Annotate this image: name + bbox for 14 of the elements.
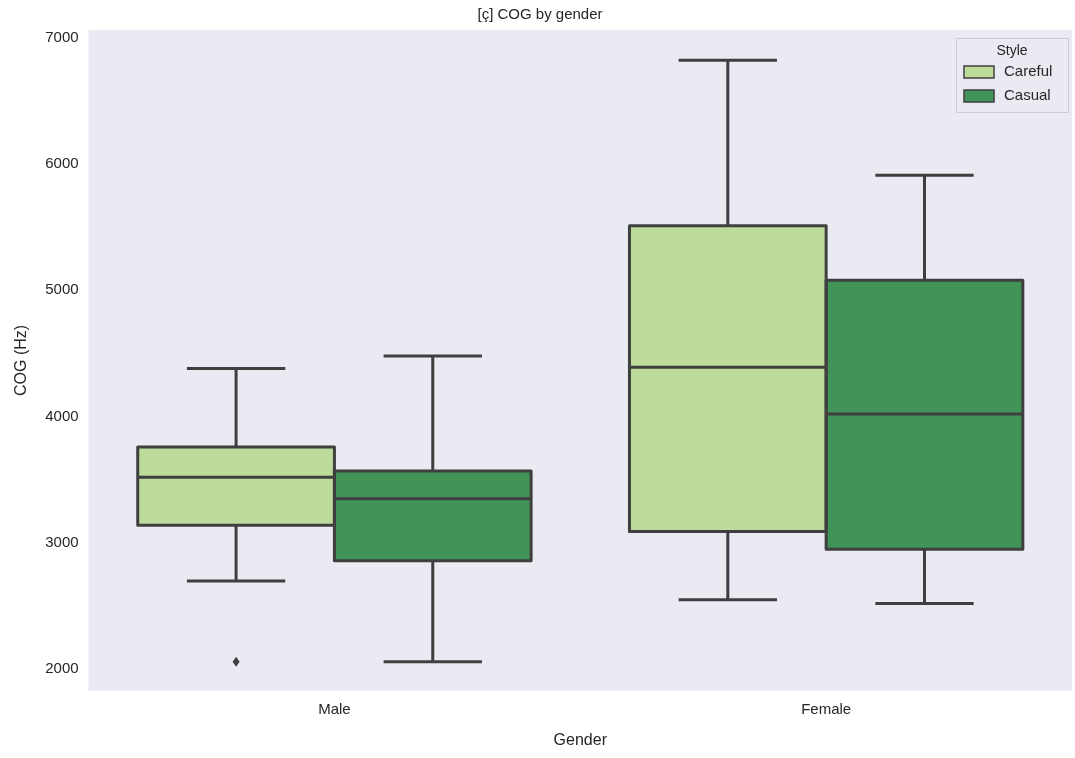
chart-title: [ç] COG by gender <box>477 5 603 23</box>
y-tick-label: 4000 <box>45 406 79 424</box>
legend-title: Style <box>996 41 1028 58</box>
x-tick-label: Female <box>801 699 852 717</box>
x-axis-title: Gender <box>553 730 608 748</box>
legend-label: Casual <box>1004 86 1051 104</box>
y-tick-label: 3000 <box>45 533 79 551</box>
legend-label: Careful <box>1004 62 1053 80</box>
y-tick-label: 5000 <box>45 280 79 298</box>
y-tick-label: 6000 <box>45 154 79 172</box>
x-tick-label: Male <box>318 699 351 717</box>
y-axis-title: COG (Hz) <box>12 324 30 396</box>
y-tick-label: 2000 <box>45 659 79 677</box>
y-tick-label: 7000 <box>45 27 79 45</box>
